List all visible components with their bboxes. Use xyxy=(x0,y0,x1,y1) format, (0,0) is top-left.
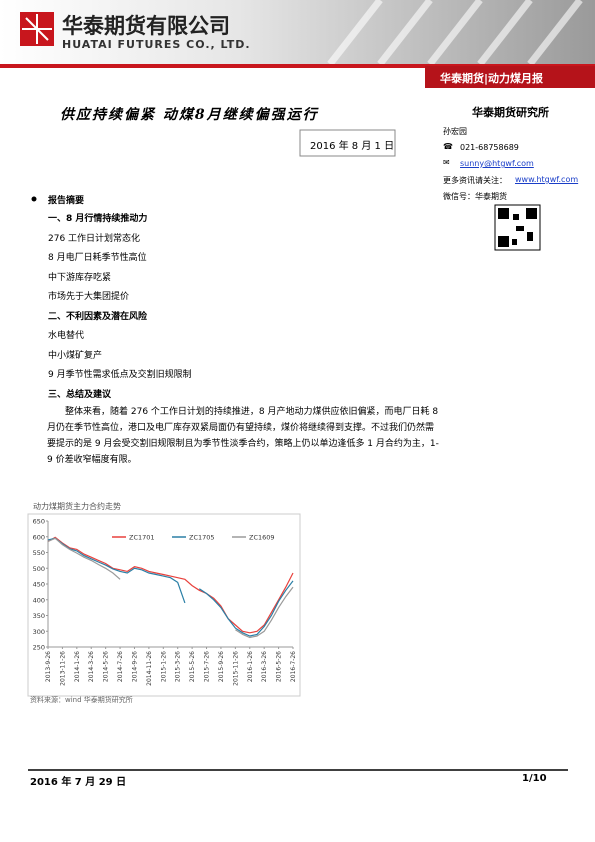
phone-icon: ☎ xyxy=(443,142,453,151)
x-tick-label: 2014-3-26 xyxy=(88,651,95,682)
logo-mark xyxy=(22,14,52,44)
section-item: 中小煤矿复产 xyxy=(48,350,103,361)
y-tick-label: 500 xyxy=(33,565,45,573)
x-tick-label: 2013-9-26 xyxy=(45,651,52,682)
section-item: 8 月电厂日耗季节性高位 xyxy=(48,253,147,263)
x-tick-label: 2016-5-26 xyxy=(276,651,283,682)
x-tick-label: 2014-5-26 xyxy=(103,651,110,682)
section-heading: 二、不利因素及潜在风险 xyxy=(48,311,148,322)
x-tick-label: 2014-9-26 xyxy=(131,651,138,682)
banner: 华泰期货|动力煤月报 xyxy=(440,72,544,85)
header-rule xyxy=(0,64,595,68)
company-cn: 华泰期货有限公司 xyxy=(62,14,230,38)
bullet xyxy=(31,196,37,202)
legend-label: ZC1609 xyxy=(249,534,275,542)
report-title: 供应持续偏紧 动煤8月继续偏强运行 xyxy=(60,107,319,123)
mail-icon: ✉ xyxy=(443,158,450,167)
x-tick-label: 2015-7-26 xyxy=(204,651,211,682)
y-tick-label: 650 xyxy=(33,518,45,526)
page-number: 1/10 xyxy=(522,773,547,784)
chart: 250 300 350 400 450 500 550 600 650 2013-9-26 2013… xyxy=(33,518,297,686)
y-tick-label: 350 xyxy=(33,612,45,620)
section-heading: 三、总结及建议 xyxy=(48,389,112,400)
legend-label: ZC1705 xyxy=(189,534,215,542)
section-paragraph: 整体来看，随着 276 个工作日计划的持续推进，8 月产地动力煤供应依旧偏紧，而… xyxy=(47,407,439,465)
org: 华泰期货研究所 xyxy=(472,106,549,119)
section-item: 9 月季节性需求低点及交割旧规限制 xyxy=(48,370,192,380)
x-tick-label: 2015-9-26 xyxy=(218,651,225,682)
y-tick-label: 600 xyxy=(33,533,45,541)
x-tick-label: 2016-1-26 xyxy=(247,651,254,682)
section-heading: 一、8 月行情持续推动力 xyxy=(48,214,148,224)
company-en: HUATAI FUTURES CO., LTD. xyxy=(62,38,251,51)
x-tick-label: 2013-11-26 xyxy=(59,651,66,686)
banner-box xyxy=(425,66,595,88)
legend-label: ZC1701 xyxy=(129,534,155,542)
qr-pattern xyxy=(498,208,537,247)
header-stripes xyxy=(327,0,583,67)
x-tick-label: 2014-7-26 xyxy=(117,651,124,682)
x-tick-label: 2015-11-26 xyxy=(232,651,239,686)
x-tick-label: 2015-1-26 xyxy=(160,651,167,682)
chart-title: 动力煤期货主力合约走势 xyxy=(33,502,121,511)
wechat: 微信号：华泰期货 xyxy=(443,192,507,201)
y-tick-label: 550 xyxy=(33,549,45,557)
x-tick-label: 2014-1-26 xyxy=(74,651,81,682)
y-tick-label: 300 xyxy=(33,628,45,636)
header-bg xyxy=(0,0,595,64)
footer-date: 2016 年 7 月 29 日 xyxy=(30,777,127,788)
x-tick-label: 2015-3-26 xyxy=(175,651,182,682)
series-line xyxy=(47,537,294,639)
series-line xyxy=(47,536,294,634)
y-tick-label: 400 xyxy=(33,596,45,604)
x-tick-label: 2016-7-26 xyxy=(290,651,297,682)
x-tick-label: 2014-11-26 xyxy=(146,651,153,686)
x-tick-label: 2015-5-26 xyxy=(189,651,196,682)
email[interactable]: sunny@htgwf.com xyxy=(460,159,534,168)
chart-source: 资料来源：wind 华泰期货研究所 xyxy=(30,696,133,704)
section-item: 市场先于大集团提价 xyxy=(48,292,130,302)
author: 孙宏园 xyxy=(443,127,467,136)
chart-frame xyxy=(27,513,301,697)
date-box xyxy=(299,129,396,157)
website[interactable]: www.htgwf.com xyxy=(515,175,579,184)
series-line xyxy=(47,537,294,637)
section-item: 276 工作日计划常态化 xyxy=(48,233,141,244)
report-date: 2016 年 8 月 1 日 xyxy=(310,141,395,152)
section-item: 中下游库存吃紧 xyxy=(48,272,112,283)
y-tick-label: 250 xyxy=(33,644,45,652)
x-tick-label: 2016-3-26 xyxy=(261,651,268,682)
summary-heading: 报告摘要 xyxy=(48,196,85,206)
phone: 021-68758689 xyxy=(460,143,519,152)
y-tick-label: 450 xyxy=(33,581,45,589)
follow-label: 更多资讯请关注： xyxy=(443,176,507,185)
section-item: 水电替代 xyxy=(48,331,85,341)
